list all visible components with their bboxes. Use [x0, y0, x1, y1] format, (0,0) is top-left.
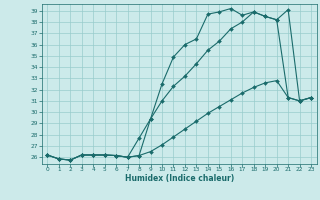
- X-axis label: Humidex (Indice chaleur): Humidex (Indice chaleur): [124, 174, 234, 183]
